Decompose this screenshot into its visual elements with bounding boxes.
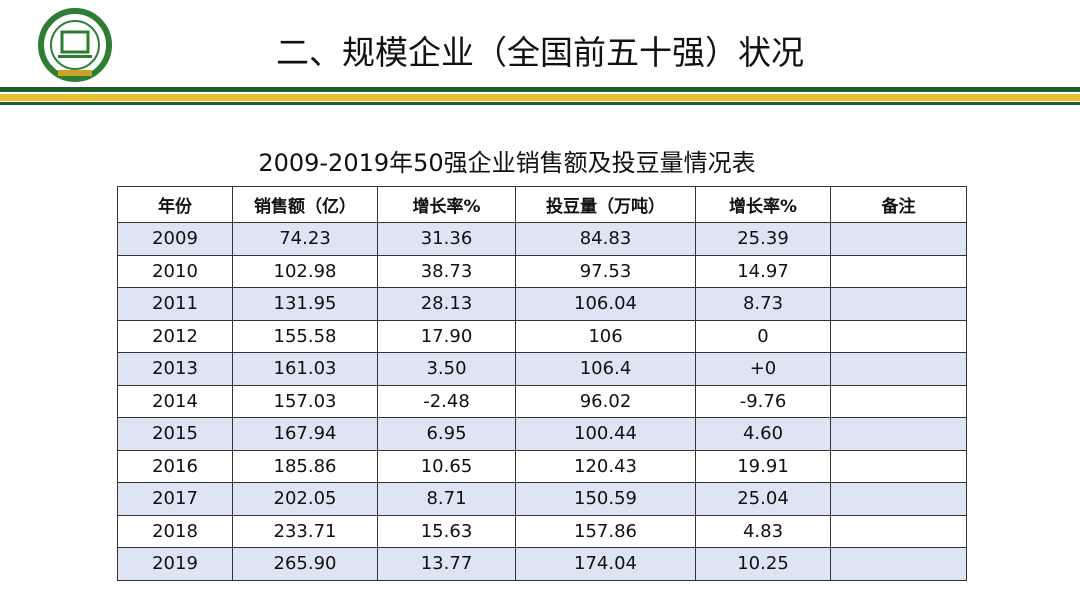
table-cell: 38.73 <box>377 254 516 288</box>
table-cell <box>830 352 967 386</box>
table-row: 2016 185.86 10.65 120.43 19.91 <box>117 449 967 483</box>
table-cell <box>830 287 967 321</box>
table-cell: 2015 <box>117 417 233 451</box>
table-cell: 2009 <box>117 222 233 256</box>
table-cell: 2010 <box>117 254 233 288</box>
table-cell <box>830 417 967 451</box>
table-cell: 161.03 <box>232 352 378 386</box>
table-row: 2017 202.05 8.71 150.59 25.04 <box>117 482 967 516</box>
table-cell: 174.04 <box>515 547 696 581</box>
table-cell: 106.4 <box>515 352 696 386</box>
table-cell: 131.95 <box>232 287 378 321</box>
table-cell <box>830 547 967 581</box>
table-row: 2013 161.03 3.50 106.4 +0 <box>117 352 967 386</box>
table-cell <box>830 319 967 353</box>
table-cell: 157.86 <box>515 514 696 548</box>
table-cell: 2013 <box>117 352 233 386</box>
table-cell: 96.02 <box>515 384 696 418</box>
table-cell: 14.97 <box>695 254 831 288</box>
table-cell: 4.83 <box>695 514 831 548</box>
table-cell: 8.73 <box>695 287 831 321</box>
table-cell: 2019 <box>117 547 233 581</box>
table-cell: 25.39 <box>695 222 831 256</box>
table-row: 2019 265.90 13.77 174.04 10.25 <box>117 547 967 581</box>
table-cell: 3.50 <box>377 352 516 386</box>
table-row: 2012 155.58 17.90 106 0 <box>117 319 967 353</box>
table-cell: 2018 <box>117 514 233 548</box>
table-row: 2015 167.94 6.95 100.44 4.60 <box>117 417 967 451</box>
table-cell: 2014 <box>117 384 233 418</box>
column-header: 增长率% <box>377 186 516 223</box>
data-table: 年份 销售额（亿） 增长率% 投豆量（万吨） 增长率% 备注 2009 74.23 31.36… <box>117 186 967 581</box>
table-cell: -2.48 <box>377 384 516 418</box>
table-cell: 19.91 <box>695 449 831 483</box>
table-cell: 100.44 <box>515 417 696 451</box>
table-cell: 10.25 <box>695 547 831 581</box>
column-header: 年份 <box>117 186 233 223</box>
table-cell: 84.83 <box>515 222 696 256</box>
table-cell: 102.98 <box>232 254 378 288</box>
table-title: 2009-2019年50强企业销售额及投豆量情况表 <box>258 149 756 177</box>
table-cell: 25.04 <box>695 482 831 516</box>
table-cell: 17.90 <box>377 319 516 353</box>
column-header: 销售额（亿） <box>232 186 378 223</box>
table-cell: 202.05 <box>232 482 378 516</box>
table-cell <box>830 514 967 548</box>
table-cell: 0 <box>695 319 831 353</box>
table-cell: 120.43 <box>515 449 696 483</box>
logo <box>38 8 112 82</box>
table-cell: 2017 <box>117 482 233 516</box>
header-row: 年份 销售额（亿） 增长率% 投豆量（万吨） 增长率% 备注 <box>117 186 967 223</box>
table-cell: 233.71 <box>232 514 378 548</box>
column-header: 增长率% <box>695 186 831 223</box>
table-row: 2018 233.71 15.63 157.86 4.83 <box>117 514 967 548</box>
table-cell: 2016 <box>117 449 233 483</box>
table-cell: 15.63 <box>377 514 516 548</box>
table-cell: -9.76 <box>695 384 831 418</box>
slide-title: 二、规模企业（全国前五十强）状况 <box>276 33 804 72</box>
table-row: 2009 74.23 31.36 84.83 25.39 <box>117 222 967 256</box>
table-cell: 6.95 <box>377 417 516 451</box>
table-cell <box>830 254 967 288</box>
table-cell: 185.86 <box>232 449 378 483</box>
table-cell: 2012 <box>117 319 233 353</box>
table-cell: 31.36 <box>377 222 516 256</box>
table-row: 2014 157.03 -2.48 96.02 -9.76 <box>117 384 967 418</box>
column-header: 备注 <box>830 186 967 223</box>
table-cell: 167.94 <box>232 417 378 451</box>
table-cell: 8.71 <box>377 482 516 516</box>
table-cell: 10.65 <box>377 449 516 483</box>
table-cell: 157.03 <box>232 384 378 418</box>
table-cell: 155.58 <box>232 319 378 353</box>
table-cell: 4.60 <box>695 417 831 451</box>
table-cell: 150.59 <box>515 482 696 516</box>
table-cell: +0 <box>695 352 831 386</box>
table-cell: 97.53 <box>515 254 696 288</box>
table-row: 2010 102.98 38.73 97.53 14.97 <box>117 254 967 288</box>
column-header: 投豆量（万吨） <box>515 186 696 223</box>
table-cell: 28.13 <box>377 287 516 321</box>
table-cell: 106.04 <box>515 287 696 321</box>
table-cell: 2011 <box>117 287 233 321</box>
table-row: 2011 131.95 28.13 106.04 8.73 <box>117 287 967 321</box>
table-cell <box>830 384 967 418</box>
table-cell <box>830 449 967 483</box>
table-cell: 106 <box>515 319 696 353</box>
table-cell <box>830 482 967 516</box>
table-cell: 13.77 <box>377 547 516 581</box>
table-cell <box>830 222 967 256</box>
table-cell: 265.90 <box>232 547 378 581</box>
table-cell: 74.23 <box>232 222 378 256</box>
header-stripes <box>0 87 1080 105</box>
